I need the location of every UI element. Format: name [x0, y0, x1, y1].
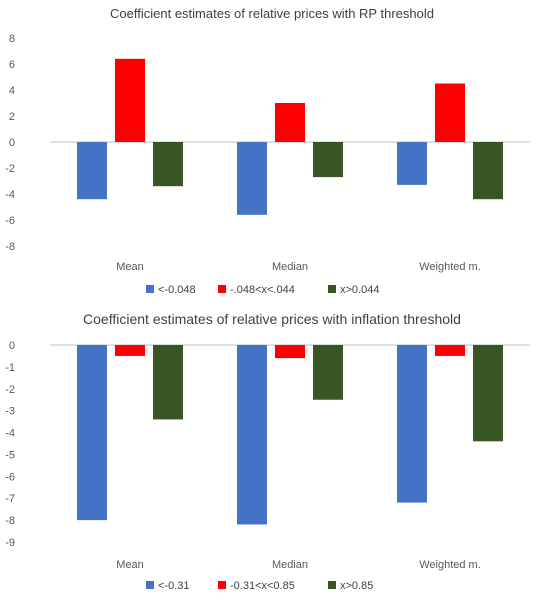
bar-2	[275, 345, 305, 359]
bar-2	[435, 345, 465, 356]
bar-1	[397, 345, 427, 503]
y-tick-label: -8	[5, 241, 15, 253]
y-tick-label: -7	[5, 493, 15, 505]
y-tick-label: -3	[5, 406, 15, 418]
x-category-label: Weighted m.	[419, 261, 481, 273]
bar-2	[115, 58, 145, 142]
x-category-label: Median	[272, 261, 308, 273]
bar-3	[153, 142, 183, 187]
y-tick-label: 6	[9, 59, 15, 71]
chart-2-yaxis: 0 -1 -2 -3 -4 -5 -6 -7 -8 -9	[5, 340, 15, 549]
chart-2-title: Coefficient estimates of relative prices…	[83, 311, 461, 327]
legend-swatch	[146, 581, 154, 589]
y-tick-label: -4	[5, 189, 15, 201]
legend-label: x>0.044	[340, 284, 379, 296]
y-tick-label: 8	[9, 33, 15, 45]
chart-1-legend: <-0.048 -.048<x<.044 x>0.044	[146, 284, 379, 296]
legend-label: <-0.048	[158, 284, 196, 296]
chart-2-xaxis: Mean Median Weighted m.	[116, 559, 481, 571]
x-category-label: Median	[272, 559, 308, 571]
bar-3	[473, 345, 503, 442]
x-category-label: Mean	[116, 261, 144, 273]
y-tick-label: -4	[5, 428, 15, 440]
y-tick-label: 2	[9, 111, 15, 123]
y-tick-label: 4	[9, 85, 15, 97]
y-tick-label: -6	[5, 215, 15, 227]
y-tick-label: -9	[5, 537, 15, 549]
x-category-label: Weighted m.	[419, 559, 481, 571]
legend-swatch	[328, 581, 336, 589]
bar-1	[237, 142, 267, 215]
bar-1	[77, 142, 107, 200]
chart-2-legend: <-0.31 -0.31<x<0.85 x>0.85	[146, 580, 373, 592]
bar-2	[435, 83, 465, 142]
bar-3	[313, 345, 343, 400]
y-tick-label: 0	[9, 137, 15, 149]
chart-2-plot	[50, 344, 530, 525]
legend-label: -0.31<x<0.85	[230, 580, 295, 592]
legend-label: -.048<x<.044	[230, 284, 295, 296]
legend-swatch	[218, 285, 226, 293]
chart-1-yaxis: 8 6 4 2 0 -2 -4 -6 -8	[5, 33, 15, 253]
y-tick-label: -2	[5, 163, 15, 175]
chart-1-title: Coefficient estimates of relative prices…	[110, 6, 434, 21]
bar-2	[115, 345, 145, 356]
x-category-label: Mean	[116, 559, 144, 571]
bar-2	[275, 103, 305, 142]
chart-1-plot	[50, 58, 530, 215]
legend-swatch	[328, 285, 336, 293]
chart-1-xaxis: Mean Median Weighted m.	[116, 261, 481, 273]
legend-swatch	[146, 285, 154, 293]
bar-3	[153, 345, 183, 420]
y-tick-label: -8	[5, 515, 15, 527]
bar-3	[473, 142, 503, 200]
legend-label: x>0.85	[340, 580, 373, 592]
y-tick-label: -5	[5, 449, 15, 461]
bar-1	[237, 345, 267, 525]
y-tick-label: -1	[5, 362, 15, 374]
y-tick-label: 0	[9, 340, 15, 352]
legend-label: <-0.31	[158, 580, 190, 592]
legend-swatch	[218, 581, 226, 589]
y-tick-label: -2	[5, 384, 15, 396]
bar-1	[397, 142, 427, 185]
y-tick-label: -6	[5, 471, 15, 483]
bar-3	[313, 142, 343, 178]
chart-inflation-threshold: Coefficient estimates of relative prices…	[5, 311, 530, 592]
chart-rp-threshold: Coefficient estimates of relative prices…	[5, 6, 530, 296]
bar-1	[77, 345, 107, 521]
